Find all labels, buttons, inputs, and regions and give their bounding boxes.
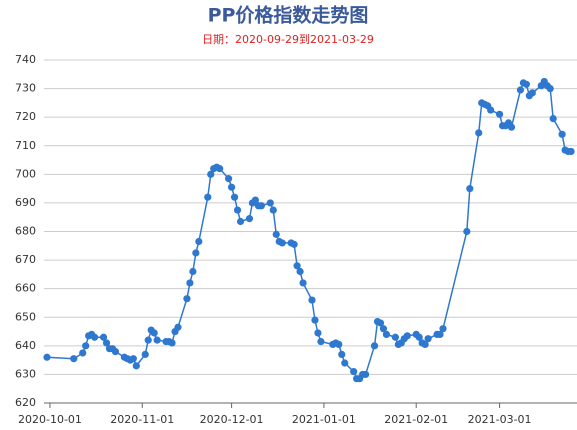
y-tick-label: 680: [15, 225, 36, 238]
data-point: [227, 183, 236, 191]
data-point: [43, 353, 51, 361]
data-point: [376, 319, 385, 327]
data-point: [186, 279, 194, 287]
data-point: [150, 329, 158, 337]
y-tick-label: 740: [15, 53, 36, 66]
data-point: [338, 350, 346, 359]
data-point: [251, 196, 260, 204]
data-point: [424, 335, 432, 343]
data-point: [463, 227, 471, 236]
data-point: [266, 199, 274, 207]
data-point: [111, 347, 120, 356]
data-point: [439, 325, 447, 333]
data-point: [421, 340, 429, 349]
data-point: [192, 249, 200, 257]
data-point: [168, 339, 176, 347]
x-tick-label: 2021-03-01: [468, 413, 532, 426]
data-point: [230, 193, 239, 201]
data-point: [350, 367, 358, 376]
data-point: [204, 193, 212, 201]
data-point: [296, 267, 304, 276]
data-point: [225, 175, 233, 183]
data-point: [141, 350, 149, 359]
x-tick-label: 2020-11-01: [110, 413, 174, 426]
data-point: [341, 359, 349, 367]
data-point: [391, 333, 399, 341]
data-point: [269, 206, 277, 214]
data-point: [216, 165, 224, 173]
data-point: [308, 296, 316, 304]
data-point: [132, 362, 140, 370]
y-tick-label: 720: [15, 110, 36, 123]
data-point: [361, 370, 370, 379]
data-point: [487, 106, 495, 114]
data-point: [558, 130, 566, 138]
data-point: [79, 349, 87, 357]
x-tick-label: 2021-01-01: [292, 413, 356, 426]
data-point: [507, 123, 516, 131]
data-point: [233, 206, 242, 214]
data-point: [299, 279, 307, 287]
data-line: [46, 80, 572, 380]
data-point: [495, 110, 504, 118]
x-tick-label: 2020-12-01: [200, 413, 264, 426]
data-point: [370, 342, 379, 350]
data-point: [475, 129, 483, 137]
x-tick-label: 2020-10-01: [18, 413, 82, 426]
y-tick-label: 690: [15, 196, 36, 209]
data-point: [379, 325, 388, 333]
data-point: [466, 185, 474, 193]
data-point: [102, 339, 111, 347]
y-tick-label: 660: [15, 282, 36, 295]
data-point: [382, 330, 391, 338]
data-point: [174, 323, 182, 331]
y-tick-label: 650: [15, 310, 36, 323]
data-point: [335, 340, 343, 349]
chart-title: PP价格指数走势图: [208, 4, 369, 27]
data-point: [311, 316, 319, 324]
data-point: [549, 114, 557, 123]
data-point: [144, 336, 152, 344]
data-point: [245, 215, 254, 223]
x-tick-label: 2021-02-01: [384, 413, 448, 426]
data-point: [257, 202, 265, 210]
data-point: [516, 86, 525, 94]
data-point: [546, 84, 554, 93]
chart-subtitle: 日期：2020-09-29到2021-03-29: [202, 33, 374, 46]
y-tick-label: 630: [15, 367, 36, 380]
data-point: [436, 330, 444, 338]
data-point: [129, 355, 137, 363]
y-tick-label: 640: [15, 339, 36, 352]
data-point: [415, 333, 423, 341]
data-point: [195, 237, 203, 246]
data-point: [293, 262, 301, 270]
y-tick-label: 670: [15, 253, 36, 266]
data-point: [403, 332, 411, 340]
data-point: [278, 239, 286, 247]
data-point: [522, 80, 530, 88]
data-point: [82, 342, 90, 350]
data-point: [207, 170, 215, 178]
data-point: [236, 217, 245, 226]
data-point: [99, 333, 108, 341]
data-point: [153, 336, 161, 344]
data-point: [314, 329, 322, 337]
data-point: [528, 89, 536, 97]
y-tick-label: 730: [15, 82, 36, 95]
data-point: [183, 295, 191, 303]
data-point: [189, 267, 197, 276]
data-point: [317, 337, 325, 346]
y-tick-label: 710: [15, 139, 36, 152]
data-point: [70, 355, 78, 363]
data-point: [91, 333, 99, 341]
y-tick-label: 700: [15, 167, 36, 180]
data-point: [567, 147, 575, 156]
y-tick-label: 620: [15, 396, 36, 409]
data-point: [290, 240, 298, 248]
data-point: [272, 230, 280, 238]
